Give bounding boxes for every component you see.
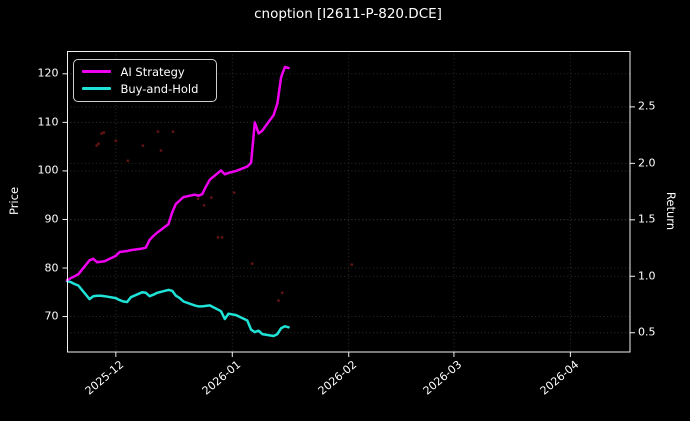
chart-title: cnoption [I2611-P-820.DCE] bbox=[254, 6, 442, 22]
scatter-marker bbox=[101, 130, 105, 134]
y-tick-label-return: 0.5 bbox=[638, 325, 656, 339]
y-tick-label-price: 70 bbox=[44, 309, 59, 323]
x-tick-label: 2026-02 bbox=[316, 358, 360, 398]
scatter-marker bbox=[202, 203, 206, 207]
right-axis-label: Return bbox=[664, 191, 678, 231]
y-tick-label-return: 1.0 bbox=[638, 269, 656, 283]
plot-border bbox=[66, 50, 630, 352]
scatter-marker bbox=[216, 235, 219, 239]
scatter-marker bbox=[125, 158, 129, 162]
y-tick-label-price: 110 bbox=[37, 115, 59, 129]
scatter-marker bbox=[196, 196, 200, 200]
legend-item-buy-and-hold: Buy-and-Hold bbox=[81, 81, 208, 96]
legend: AI Strategy Buy-and-Hold bbox=[72, 58, 217, 102]
y-tick-label-price: 80 bbox=[44, 261, 59, 275]
scatter-marker bbox=[276, 298, 280, 302]
x-tick-label: 2026-04 bbox=[537, 358, 582, 398]
scatter-marker bbox=[209, 195, 213, 199]
y-tick-label-price: 120 bbox=[37, 66, 59, 80]
legend-label-ai-strategy: AI Strategy bbox=[120, 64, 185, 79]
y-tick-label-price: 90 bbox=[44, 212, 59, 226]
y-tick-label-return: 1.5 bbox=[638, 212, 656, 226]
scatter-marker bbox=[156, 129, 159, 133]
scatter-marker bbox=[94, 143, 98, 147]
legend-item-ai-strategy: AI Strategy bbox=[81, 64, 208, 79]
x-tick-label: 2026-01 bbox=[199, 358, 244, 398]
x-tick-label: 2026-03 bbox=[421, 358, 465, 398]
scatter-marker bbox=[96, 141, 100, 145]
scatter-marker bbox=[280, 290, 284, 294]
y-tick-label-return: 2.5 bbox=[638, 99, 656, 113]
legend-label-buy-and-hold: Buy-and-Hold bbox=[120, 81, 199, 96]
plot-area: AI Strategy Buy-and-Hold bbox=[62, 50, 635, 357]
scatter-marker bbox=[349, 262, 353, 266]
plot-canvas bbox=[62, 50, 635, 357]
scatter-marker bbox=[171, 129, 174, 133]
scatter-marker bbox=[232, 190, 236, 194]
scatter-marker bbox=[159, 148, 162, 152]
scatter-marker bbox=[99, 131, 103, 135]
scatter-marker bbox=[113, 138, 117, 142]
left-axis-label: Price bbox=[7, 186, 21, 216]
ai-strategy-line-swatch bbox=[81, 69, 111, 74]
x-tick-label: 2025-12 bbox=[83, 358, 127, 398]
scatter-marker bbox=[220, 235, 224, 239]
buy-and-hold-line-swatch bbox=[81, 86, 111, 91]
buy-and-hold-line bbox=[65, 279, 290, 337]
y-tick-label-price: 100 bbox=[37, 163, 59, 177]
y-tick-label-return: 2.0 bbox=[638, 156, 656, 170]
scatter-marker bbox=[250, 261, 254, 265]
ai-strategy-line bbox=[65, 65, 290, 281]
scatter-marker bbox=[140, 143, 144, 147]
